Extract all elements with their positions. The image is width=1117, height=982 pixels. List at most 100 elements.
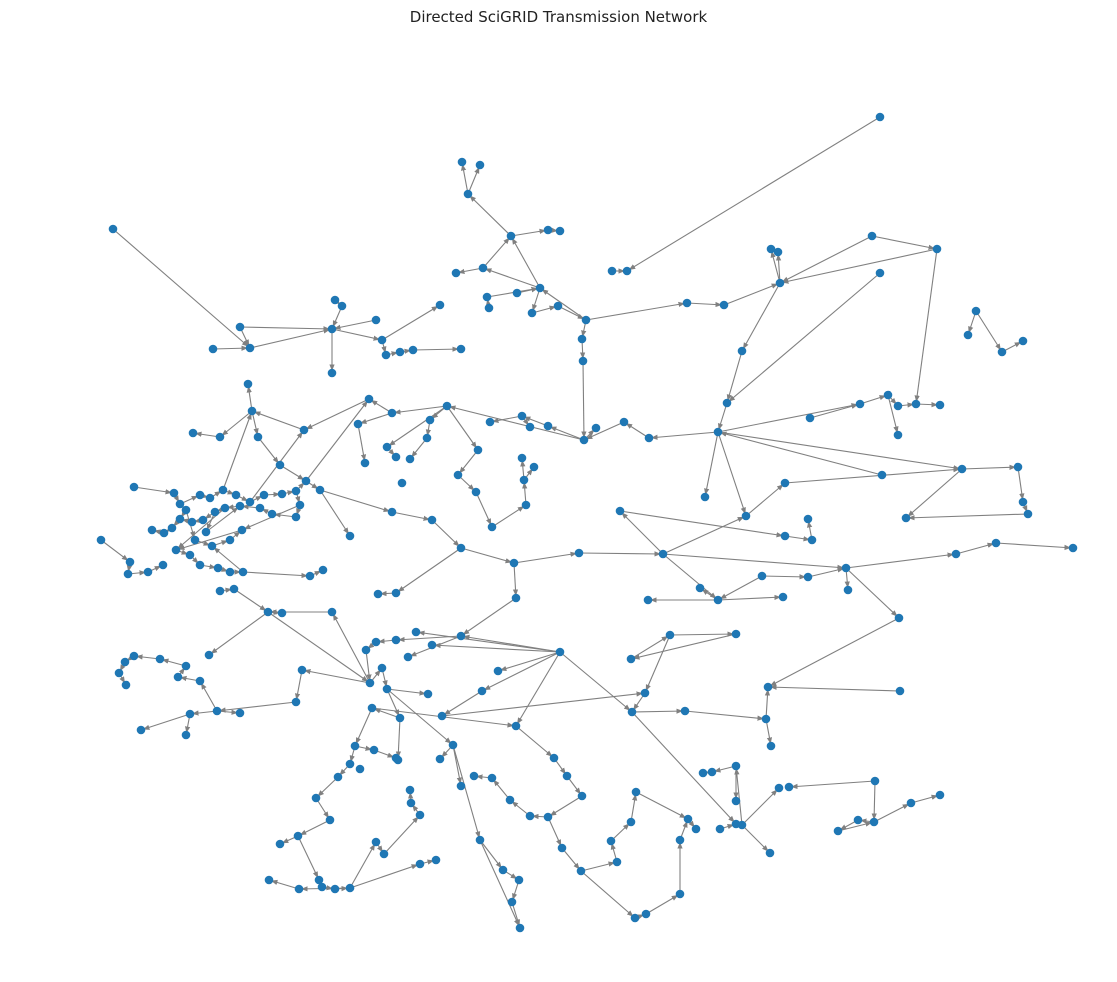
edge — [581, 360, 587, 441]
network-node — [181, 661, 191, 671]
network-node — [731, 761, 741, 771]
edge — [386, 405, 448, 448]
network-node — [457, 157, 467, 167]
edge — [140, 713, 191, 731]
network-node — [299, 425, 309, 435]
network-node — [361, 645, 371, 655]
network-node — [120, 657, 130, 667]
edge — [409, 437, 428, 460]
edge — [547, 425, 585, 441]
network-node — [511, 721, 521, 731]
edge — [784, 467, 963, 484]
network-node — [220, 503, 230, 513]
network-node — [235, 322, 245, 332]
network-node — [553, 301, 563, 311]
network-node — [932, 244, 942, 254]
edge — [704, 431, 719, 498]
edge — [539, 287, 587, 321]
network-node — [456, 631, 466, 641]
edge — [761, 574, 809, 580]
network-node — [360, 458, 370, 468]
edge — [578, 551, 664, 557]
network-node — [431, 855, 441, 865]
network-node — [487, 522, 497, 532]
network-node — [423, 689, 433, 699]
edge — [644, 634, 671, 694]
network-node — [578, 356, 588, 366]
network-node — [247, 406, 257, 416]
edge — [717, 575, 763, 601]
network-node — [155, 654, 165, 664]
network-node — [231, 490, 241, 500]
edge — [133, 486, 175, 495]
edge — [531, 287, 541, 314]
network-node — [713, 595, 723, 605]
network-node — [893, 401, 903, 411]
network-node — [875, 268, 885, 278]
network-node — [906, 798, 916, 808]
network-node — [427, 515, 437, 525]
edge — [669, 631, 737, 637]
network-node — [775, 278, 785, 288]
network-node — [204, 650, 214, 660]
network-node — [487, 773, 497, 783]
network-node — [515, 923, 525, 933]
network-node — [391, 635, 401, 645]
network-node — [511, 593, 521, 603]
edge-layer — [100, 116, 1074, 929]
network-node — [245, 497, 255, 507]
edge — [199, 680, 218, 712]
network-node — [761, 714, 771, 724]
edge — [859, 394, 889, 405]
network-node — [371, 637, 381, 647]
edge — [349, 863, 421, 889]
edge — [297, 835, 320, 881]
network-node — [437, 711, 447, 721]
edge — [784, 535, 813, 542]
edge — [189, 710, 218, 716]
edge — [460, 547, 515, 564]
edge — [631, 711, 737, 825]
network-node — [512, 288, 522, 298]
edge — [717, 402, 728, 433]
network-node — [894, 613, 904, 623]
network-node — [778, 592, 788, 602]
network-node — [471, 487, 481, 497]
edge — [354, 707, 373, 747]
network-node — [607, 266, 617, 276]
edge — [497, 651, 561, 672]
network-node — [391, 452, 401, 462]
network-node — [1018, 497, 1028, 507]
network-node — [473, 445, 483, 455]
network-node — [173, 672, 183, 682]
network-node — [803, 572, 813, 582]
edge — [415, 630, 561, 653]
edge — [515, 651, 561, 727]
network-node — [195, 490, 205, 500]
network-node — [665, 630, 675, 640]
network-node — [484, 303, 494, 313]
network-node — [442, 401, 452, 411]
network-node — [255, 503, 265, 513]
figure-title: Directed SciGRID Transmission Network — [409, 8, 708, 26]
network-node — [277, 608, 287, 618]
edge — [741, 282, 781, 352]
edge — [914, 248, 938, 405]
network-node — [833, 826, 843, 836]
network-node — [869, 817, 879, 827]
edge — [717, 431, 883, 476]
network-node — [485, 417, 495, 427]
network-node — [264, 875, 274, 885]
network-node — [535, 283, 545, 293]
network-node — [698, 768, 708, 778]
network-node — [208, 344, 218, 354]
edge — [631, 708, 686, 714]
network-node — [877, 470, 887, 480]
network-node — [626, 654, 636, 664]
network-node — [435, 754, 445, 764]
network-node — [997, 347, 1007, 357]
edge — [871, 235, 938, 250]
edge — [467, 164, 481, 195]
edge — [513, 551, 580, 564]
